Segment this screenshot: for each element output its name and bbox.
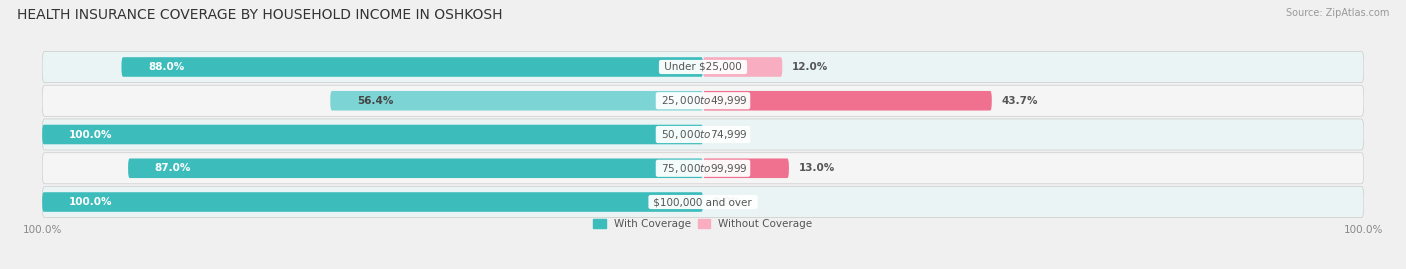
Text: 13.0%: 13.0% xyxy=(799,163,835,173)
FancyBboxPatch shape xyxy=(703,158,789,178)
Text: Source: ZipAtlas.com: Source: ZipAtlas.com xyxy=(1285,8,1389,18)
FancyBboxPatch shape xyxy=(42,153,1364,184)
Text: HEALTH INSURANCE COVERAGE BY HOUSEHOLD INCOME IN OSHKOSH: HEALTH INSURANCE COVERAGE BY HOUSEHOLD I… xyxy=(17,8,502,22)
FancyBboxPatch shape xyxy=(42,51,1364,83)
Text: $50,000 to $74,999: $50,000 to $74,999 xyxy=(658,128,748,141)
FancyBboxPatch shape xyxy=(703,91,991,111)
FancyBboxPatch shape xyxy=(42,119,1364,150)
Text: 12.0%: 12.0% xyxy=(792,62,828,72)
FancyBboxPatch shape xyxy=(42,125,703,144)
Text: 88.0%: 88.0% xyxy=(148,62,184,72)
Text: 87.0%: 87.0% xyxy=(155,163,191,173)
Text: 100.0%: 100.0% xyxy=(69,129,112,140)
Text: Under $25,000: Under $25,000 xyxy=(661,62,745,72)
FancyBboxPatch shape xyxy=(703,57,782,77)
FancyBboxPatch shape xyxy=(128,158,703,178)
Text: 43.7%: 43.7% xyxy=(1001,96,1038,106)
Text: $75,000 to $99,999: $75,000 to $99,999 xyxy=(658,162,748,175)
Text: 56.4%: 56.4% xyxy=(357,96,394,106)
FancyBboxPatch shape xyxy=(42,85,1364,116)
Text: $25,000 to $49,999: $25,000 to $49,999 xyxy=(658,94,748,107)
Text: $100,000 and over: $100,000 and over xyxy=(651,197,755,207)
FancyBboxPatch shape xyxy=(42,192,703,212)
Text: 100.0%: 100.0% xyxy=(69,197,112,207)
FancyBboxPatch shape xyxy=(330,91,703,111)
Text: 0.0%: 0.0% xyxy=(713,197,742,207)
Text: 0.0%: 0.0% xyxy=(713,129,742,140)
FancyBboxPatch shape xyxy=(121,57,703,77)
Legend: With Coverage, Without Coverage: With Coverage, Without Coverage xyxy=(593,219,813,229)
FancyBboxPatch shape xyxy=(42,186,1364,218)
